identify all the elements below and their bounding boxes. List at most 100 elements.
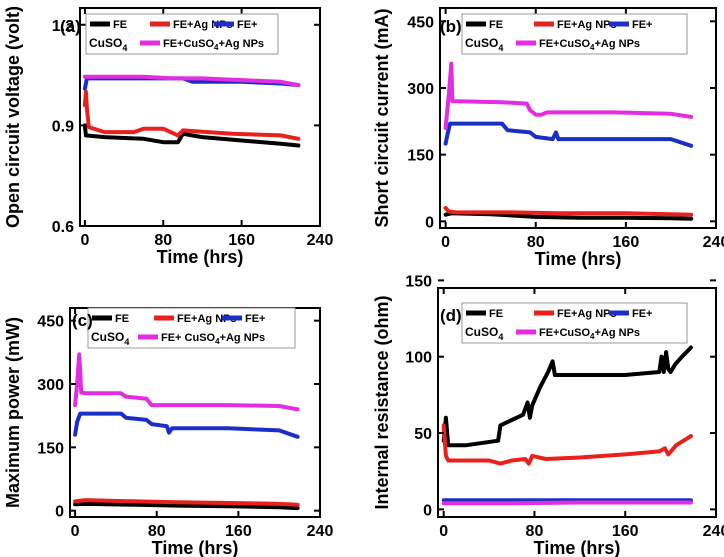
x-tick-label: 240 <box>703 234 724 251</box>
legend-subscript: 4 <box>124 337 129 347</box>
x-axis-label: Time (hrs) <box>534 538 621 557</box>
legend-text: CuSO <box>89 36 122 50</box>
y-axis-label: Maximum power (mW) <box>3 317 23 508</box>
panel-label: (d) <box>440 306 462 325</box>
x-tick-label: 80 <box>527 234 545 251</box>
y-tick-label: 0 <box>55 504 64 521</box>
legend-subscript: 4 <box>498 43 503 53</box>
legend-subscript: 4 <box>215 337 220 346</box>
series-line-fe <box>73 501 300 511</box>
x-tick-label: 80 <box>526 523 544 540</box>
series-line-fe-ag <box>82 89 301 141</box>
legend: FE FE+Ag NPs FE+CuSO4 FE+ CuSO4+Ag NPs <box>87 307 296 349</box>
y-tick-label: 300 <box>407 81 434 98</box>
legend-entry-label: FE <box>489 308 503 320</box>
y-axis-label: Internal resistance (ohm) <box>372 295 392 509</box>
panel-label: (c) <box>72 311 93 330</box>
x-tick-label: 0 <box>439 523 448 540</box>
x-tick-label: 80 <box>148 523 166 540</box>
series-line-fe-cuso4 <box>443 121 694 148</box>
legend: FE FE+Ag NPs FE+CuSO4 FE+CuSO4+Ag NPs <box>461 13 688 55</box>
legend-subscript: 4 <box>214 43 219 52</box>
y-axis-label: Short circuit current (mA) <box>372 8 392 227</box>
x-tick-label: 0 <box>80 232 89 249</box>
legend-entry-label: FE+Ag NPs <box>557 19 617 31</box>
x-tick-label: 0 <box>441 234 450 251</box>
y-tick-label: 450 <box>407 14 434 31</box>
legend-text: CuSO <box>465 325 498 339</box>
legend-subscript: 4 <box>590 43 595 52</box>
x-tick-label: 160 <box>612 523 639 540</box>
panel-d: 0 80 160 240 0 50 100 150 Time (hrs) Internal res… <box>372 273 724 557</box>
x-tick-label: 0 <box>71 523 80 540</box>
x-tick-label: 240 <box>307 523 334 540</box>
legend-entry-label: FE+CuSO4+Ag NPs <box>539 327 640 341</box>
legend-text: FE+CuSO <box>163 38 214 50</box>
legend-entry-label: FE+ CuSO4+Ag NPs <box>161 332 265 346</box>
plot-frame <box>79 7 321 227</box>
legend-entry-label: CuSO4 <box>91 330 129 347</box>
legend-entry-label: CuSO4 <box>89 36 127 53</box>
legend-entry-label: FE <box>489 19 503 31</box>
legend: FE FE+Ag NPs FE+CuSO4 FE+CuSO4+Ag NPs <box>85 13 279 55</box>
legend-subscript: 4 <box>498 332 503 342</box>
legend-entry-label: FE <box>115 313 129 325</box>
y-tick-label: 150 <box>407 148 434 165</box>
legend-text: CuSO <box>465 36 498 50</box>
legend-text: +Ag NPs <box>220 332 266 344</box>
y-tick-label: 100 <box>405 350 432 367</box>
legend-entry-label: FE+Ag NPs <box>177 313 237 325</box>
x-tick-label: 160 <box>225 523 252 540</box>
y-axis-label: Open circuit voltage (volt) <box>3 6 23 228</box>
plot-frame <box>437 287 717 518</box>
series-line-fe-cuso4 <box>73 411 300 439</box>
legend-box <box>461 13 688 55</box>
legend-text: +Ag NPs <box>595 38 641 50</box>
panel-a: 0 80 160 240 0.6 0.9 1.2 Time (hrs) Open circuit… <box>3 6 333 267</box>
legend-entry-label: FE+ <box>237 19 257 31</box>
legend-text: +Ag NPs <box>595 327 641 339</box>
x-tick-label: 240 <box>703 523 724 540</box>
series-line-fe <box>82 123 301 148</box>
legend-entry-label: FE+ <box>245 313 265 325</box>
legend-entry-label: FE+ <box>632 19 652 31</box>
legend-subscript: 4 <box>122 43 127 53</box>
legend-subscript: 4 <box>590 332 595 341</box>
legend-text: FE+CuSO <box>539 38 590 50</box>
legend-text: FE+CuSO <box>539 327 590 339</box>
x-tick-label: 240 <box>307 232 334 249</box>
y-tick-label: 150 <box>37 440 64 457</box>
series-line-fe <box>441 345 693 448</box>
panel-b: 0 80 160 240 0 150 300 450 Time (hrs) Short circu… <box>372 7 724 269</box>
plot-frame <box>439 7 717 229</box>
legend-entry-label: FE+Ag NPs <box>557 308 617 320</box>
series-line-fe-ag <box>441 423 693 466</box>
series-line-fe-ag <box>73 498 300 507</box>
y-tick-label: 0 <box>425 214 434 231</box>
x-axis-label: Time (hrs) <box>535 249 622 269</box>
legend-entry-label: FE+ <box>632 308 652 320</box>
series-line-fe-cuso4-ag <box>73 352 300 412</box>
y-tick-label: 0 <box>423 502 432 519</box>
legend-entry-label: FE+CuSO4+Ag NPs <box>539 38 640 52</box>
series-line-fe-ag <box>443 206 694 217</box>
legend-entry-label: FE <box>113 19 127 31</box>
x-tick-label: 160 <box>228 232 255 249</box>
legend-text: FE+ CuSO <box>161 332 216 344</box>
legend-text: +Ag NPs <box>219 38 265 50</box>
legend: FE FE+Ag NPs FE+CuSO4 FE+CuSO4+Ag NPs <box>461 302 688 344</box>
legend-entry-label: FE+CuSO4+Ag NPs <box>163 38 264 52</box>
y-tick-label: 0.9 <box>52 118 74 135</box>
x-axis-label: Time (hrs) <box>152 538 239 557</box>
y-tick-label: 450 <box>37 314 64 331</box>
y-tick-label: 150 <box>405 273 432 290</box>
y-tick-label: 0.6 <box>52 219 74 236</box>
panel-c: 0 80 160 240 0 150 300 450 Time (hrs) Maximum pow… <box>3 307 334 557</box>
legend-box <box>461 302 688 344</box>
series-line-fe-cuso4-ag <box>82 74 301 88</box>
legend-box <box>85 13 279 55</box>
series-line-fe-cuso4-ag <box>441 500 693 506</box>
series-line-fe-cuso4-ag <box>443 61 694 130</box>
legend-entry-label: CuSO4 <box>465 36 503 53</box>
